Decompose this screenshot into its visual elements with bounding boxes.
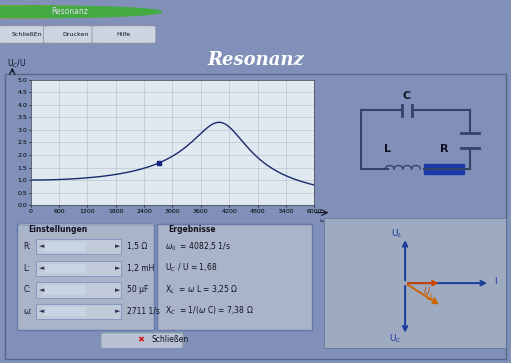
FancyBboxPatch shape — [36, 304, 121, 319]
Text: 50 μF: 50 μF — [127, 285, 148, 294]
Text: 1,2 mH: 1,2 mH — [127, 264, 154, 273]
FancyBboxPatch shape — [157, 224, 312, 330]
Text: ►: ► — [114, 287, 120, 293]
FancyBboxPatch shape — [36, 239, 121, 254]
Text: U$_R$: U$_R$ — [425, 291, 437, 304]
FancyBboxPatch shape — [36, 261, 121, 276]
Text: ◄: ◄ — [39, 287, 44, 293]
Text: ►: ► — [114, 244, 120, 249]
Text: SchließEn: SchließEn — [12, 32, 42, 37]
Circle shape — [0, 6, 137, 18]
Text: X$_L$  = $\omega$ L = 3,25 $\Omega$: X$_L$ = $\omega$ L = 3,25 $\Omega$ — [165, 284, 238, 296]
Text: Einstellungen: Einstellungen — [28, 225, 87, 234]
Text: ►: ► — [114, 265, 120, 271]
FancyBboxPatch shape — [101, 333, 183, 348]
Bar — [43, 307, 86, 317]
Text: Resonanz: Resonanz — [51, 7, 88, 16]
Text: C:: C: — [24, 285, 31, 294]
Text: U$_C$: U$_C$ — [389, 333, 402, 345]
Text: ω:: ω: — [24, 307, 32, 316]
FancyBboxPatch shape — [0, 26, 59, 43]
Text: U: U — [423, 287, 429, 296]
Circle shape — [0, 6, 149, 18]
Text: L:: L: — [24, 264, 30, 273]
Text: 2711 1/s: 2711 1/s — [127, 307, 159, 316]
FancyBboxPatch shape — [43, 26, 107, 43]
Text: ◄: ◄ — [39, 265, 44, 271]
Text: ✖: ✖ — [138, 335, 145, 344]
Text: Ergebnisse: Ergebnisse — [168, 225, 216, 234]
Bar — [43, 285, 86, 295]
Text: ◄: ◄ — [39, 308, 44, 314]
Bar — [43, 242, 86, 252]
Text: ◄: ◄ — [39, 244, 44, 249]
Text: 1,5 Ω: 1,5 Ω — [127, 242, 147, 251]
FancyBboxPatch shape — [92, 26, 156, 43]
FancyBboxPatch shape — [36, 282, 121, 298]
Text: ω [1/s]: ω [1/s] — [320, 217, 341, 223]
Text: L: L — [384, 144, 391, 155]
Text: U$_C$/U: U$_C$/U — [7, 57, 26, 70]
Text: X$_C$  = 1/($\omega$ C) = 7,38 $\Omega$: X$_C$ = 1/($\omega$ C) = 7,38 $\Omega$ — [165, 305, 253, 318]
Text: $\omega_0$  = 4082,5 1/s: $\omega_0$ = 4082,5 1/s — [165, 240, 230, 253]
FancyBboxPatch shape — [17, 224, 154, 330]
Text: Schließen: Schließen — [151, 335, 189, 344]
Text: U$_L$: U$_L$ — [391, 228, 403, 240]
Bar — [43, 264, 86, 273]
Text: Drucken: Drucken — [62, 32, 88, 37]
Text: R:: R: — [24, 242, 31, 251]
Text: ►: ► — [114, 308, 120, 314]
Circle shape — [0, 6, 161, 18]
Text: R: R — [440, 144, 449, 155]
Text: I: I — [494, 277, 496, 286]
Bar — [424, 164, 464, 174]
Text: Resonanz: Resonanz — [207, 51, 304, 69]
Text: Hilfe: Hilfe — [117, 32, 131, 37]
Text: U$_C$ / U = 1,68: U$_C$ / U = 1,68 — [165, 262, 217, 274]
Text: C: C — [403, 91, 411, 101]
